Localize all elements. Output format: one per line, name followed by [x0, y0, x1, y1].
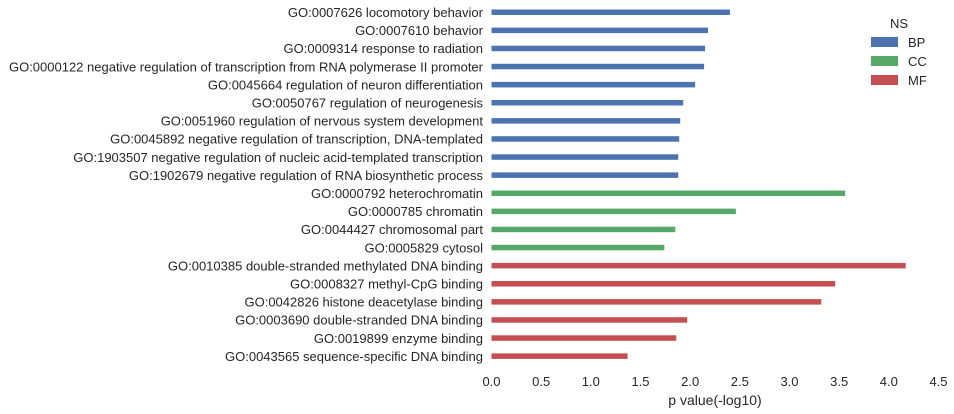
- bar: [491, 118, 681, 124]
- bar: [491, 262, 906, 269]
- x-axis-ticks: 0.0 0.5 1.0 1.5 2.0 2.5 3.0 3.5 4.0 4.5: [482, 374, 947, 389]
- category-label: GO:0005829 cytosol: [364, 240, 483, 255]
- bar: [491, 63, 705, 70]
- category-label: GO:1902679 negative regulation of RNA bi…: [129, 168, 484, 183]
- bar: [491, 100, 684, 106]
- category-label: GO:0000785 chromatin: [348, 204, 483, 219]
- bar: [491, 190, 846, 196]
- x-tick-label: 1.0: [582, 374, 600, 389]
- bar: [491, 335, 677, 341]
- x-axis-label: p value(-log10): [668, 392, 761, 408]
- category-label: GO:0003690 double-stranded DNA binding: [235, 313, 483, 328]
- bar: [491, 317, 688, 323]
- x-tick-label: 2.5: [731, 374, 749, 389]
- bar: [491, 172, 679, 178]
- category-labels: GO:0007626 locomotory behavior GO:0007610…: [9, 5, 484, 364]
- legend-swatch: [871, 37, 898, 47]
- bar: [491, 9, 730, 15]
- category-label: GO:0045664 regulation of neuron differen…: [208, 77, 483, 92]
- legend-title: NS: [890, 16, 908, 31]
- x-tick-label: 2.0: [681, 374, 699, 389]
- x-tick-label: 3.5: [830, 374, 848, 389]
- bar: [491, 45, 706, 52]
- bar: [491, 154, 679, 160]
- x-tick-label: 4.5: [929, 374, 947, 389]
- category-label: GO:0050767 regulation of neurogenesis: [252, 96, 484, 111]
- category-label: GO:0009314 response to radiation: [284, 41, 483, 56]
- category-label: GO:0019899 enzyme binding: [314, 331, 483, 346]
- category-label: GO:0000122 negative regulation of transc…: [9, 59, 484, 74]
- bar: [491, 136, 680, 142]
- category-label: GO:0045892 negative regulation of transc…: [110, 132, 483, 147]
- legend-label: BP: [908, 35, 925, 50]
- x-tick-label: 0.0: [482, 374, 500, 389]
- legend-swatch: [871, 56, 898, 66]
- bar: [491, 244, 665, 251]
- x-tick-label: 4.0: [880, 374, 898, 389]
- category-label: GO:0042826 histone deacetylase binding: [244, 295, 483, 310]
- category-label: GO:0010385 double-stranded methylated DN…: [168, 258, 483, 273]
- category-label: GO:1903507 negative regulation of nuclei…: [73, 150, 483, 165]
- legend-swatch: [871, 75, 898, 85]
- x-tick-label: 0.5: [532, 374, 550, 389]
- bar: [491, 299, 822, 305]
- bar: [491, 281, 836, 287]
- bar: [491, 208, 736, 215]
- category-label: GO:0043565 sequence-specific DNA binding: [225, 349, 483, 364]
- x-tick-label: 3.0: [780, 374, 798, 389]
- bar: [491, 81, 696, 88]
- bar: [491, 27, 709, 34]
- bar: [491, 353, 628, 359]
- category-label: GO:0007626 locomotory behavior: [288, 5, 484, 20]
- category-label: GO:0051960 regulation of nervous system …: [161, 114, 484, 129]
- category-label: GO:0007610 behavior: [355, 23, 484, 38]
- category-label: GO:0044427 chromosomal part: [301, 222, 483, 237]
- legend-label: CC: [908, 54, 927, 69]
- legend-label: MF: [908, 73, 927, 88]
- category-label: GO:0000792 heterochromatin: [311, 186, 483, 201]
- category-label: GO:0008327 methyl-CpG binding: [290, 277, 483, 292]
- bar: [491, 226, 676, 233]
- x-tick-label: 1.5: [631, 374, 649, 389]
- bars-group: [491, 9, 906, 359]
- legend: NS BP CC MF: [871, 16, 927, 88]
